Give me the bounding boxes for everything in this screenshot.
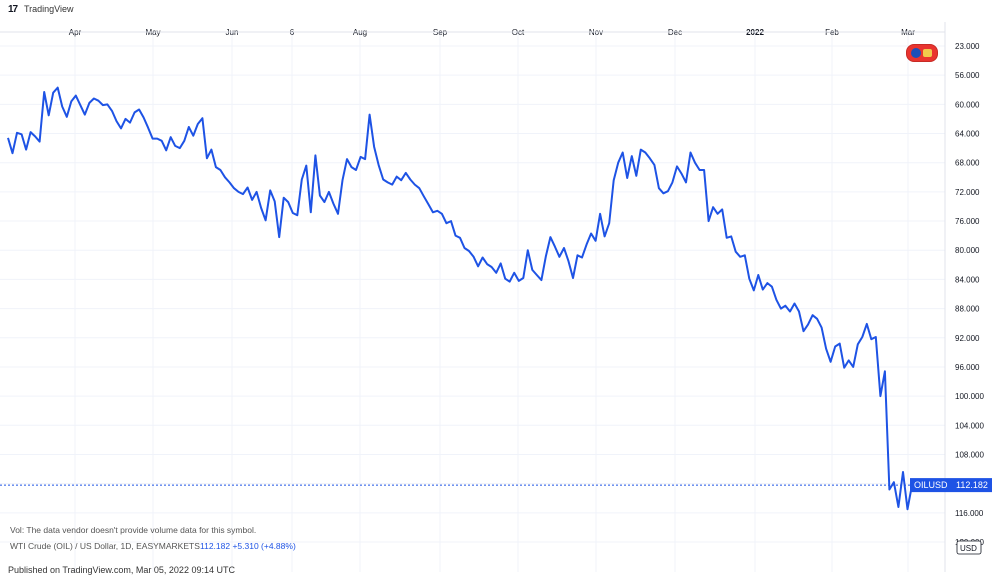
price-tag-value: 112.182 <box>956 480 988 490</box>
y-tick-label: 104.000 <box>955 421 984 430</box>
flag-icon-circle <box>911 48 921 58</box>
chart-frame[interactable]: AprMayJun6AugSepOctNovDec2022FebMar 23.0… <box>0 22 1000 572</box>
y-tick-label: 92.000 <box>955 334 980 343</box>
price-chart[interactable]: AprMayJun6AugSepOctNovDec2022FebMar 23.0… <box>0 22 1000 572</box>
y-tick-label: 64.000 <box>955 130 980 139</box>
grid <box>0 32 945 572</box>
currency-label: USD <box>960 544 977 553</box>
legend-symbol: WTI Crude (OIL) / US Dollar, 1D, EASYMAR… <box>10 541 200 551</box>
y-tick-label: 23.000 <box>955 42 980 51</box>
price-tag-background <box>910 478 992 493</box>
legend-values: 112.182 +5.310 (+4.88%) <box>200 541 296 551</box>
series-line[interactable] <box>7 86 913 511</box>
y-tick-label: 56.000 <box>955 71 980 80</box>
y-tick-label: 72.000 <box>955 188 980 197</box>
y-tick-label: 88.000 <box>955 305 980 314</box>
currency-badge[interactable] <box>956 540 982 555</box>
y-axis: 23.000 56.000 60.000 64.000 68.000 72.000 76.0… <box>955 42 984 547</box>
price-tag-symbol: OILUSD <box>914 480 948 490</box>
y-tick-label: 100.000 <box>955 392 984 401</box>
y-tick-label: 68.000 <box>955 159 980 168</box>
y-tick-label: 116.000 <box>955 509 984 518</box>
brand-name: TradingView <box>24 4 74 14</box>
footer-published: Published on TradingView.com, Mar 05, 20… <box>8 565 235 575</box>
top-bar: 17 TradingView <box>0 0 1000 22</box>
tradingview-logo-icon: 17 <box>8 4 18 15</box>
y-tick-label: 80.000 <box>955 246 980 255</box>
y-tick-label: 60.000 <box>955 100 980 109</box>
flag-icon-stripe <box>923 49 932 57</box>
y-tick-label: 84.000 <box>955 275 980 284</box>
y-tick-label: 76.000 <box>955 217 980 226</box>
legend-volume-note: Vol: The data vendor doesn't provide vol… <box>10 525 256 535</box>
y-tick-label: 96.000 <box>955 363 980 372</box>
last-price-tag: OILUSD 112.182 <box>910 478 992 493</box>
y-tick-label: 108.000 <box>955 450 984 459</box>
flag-icon <box>906 44 938 62</box>
